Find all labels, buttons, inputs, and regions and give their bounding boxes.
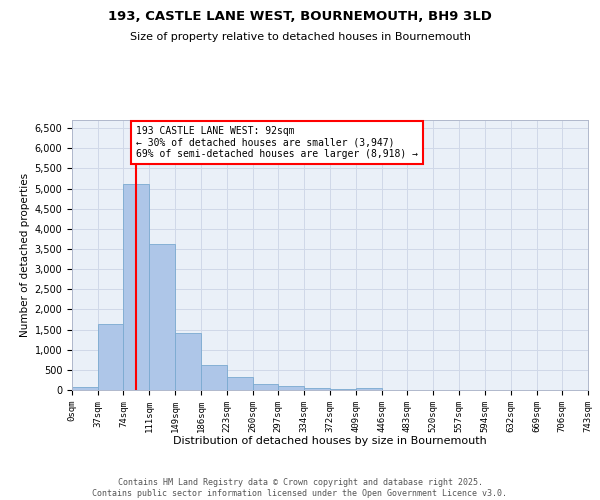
Text: Contains HM Land Registry data © Crown copyright and database right 2025.
Contai: Contains HM Land Registry data © Crown c… — [92, 478, 508, 498]
Bar — [149, 244, 175, 390]
Y-axis label: Number of detached properties: Number of detached properties — [20, 173, 30, 337]
Bar — [331, 389, 356, 390]
Bar — [227, 377, 253, 390]
X-axis label: Distribution of detached houses by size in Bournemouth: Distribution of detached houses by size … — [173, 436, 487, 446]
Text: 193, CASTLE LANE WEST, BOURNEMOUTH, BH9 3LD: 193, CASTLE LANE WEST, BOURNEMOUTH, BH9 … — [108, 10, 492, 23]
Bar — [304, 388, 331, 390]
Text: Size of property relative to detached houses in Bournemouth: Size of property relative to detached ho… — [130, 32, 470, 42]
Bar — [98, 324, 124, 390]
Bar — [356, 388, 382, 390]
Text: 193 CASTLE LANE WEST: 92sqm
← 30% of detached houses are smaller (3,947)
69% of : 193 CASTLE LANE WEST: 92sqm ← 30% of det… — [136, 126, 418, 159]
Bar — [124, 184, 149, 390]
Bar — [201, 365, 227, 390]
Bar — [72, 387, 98, 390]
Bar — [175, 333, 201, 390]
Bar — [278, 386, 304, 390]
Bar — [253, 384, 278, 390]
